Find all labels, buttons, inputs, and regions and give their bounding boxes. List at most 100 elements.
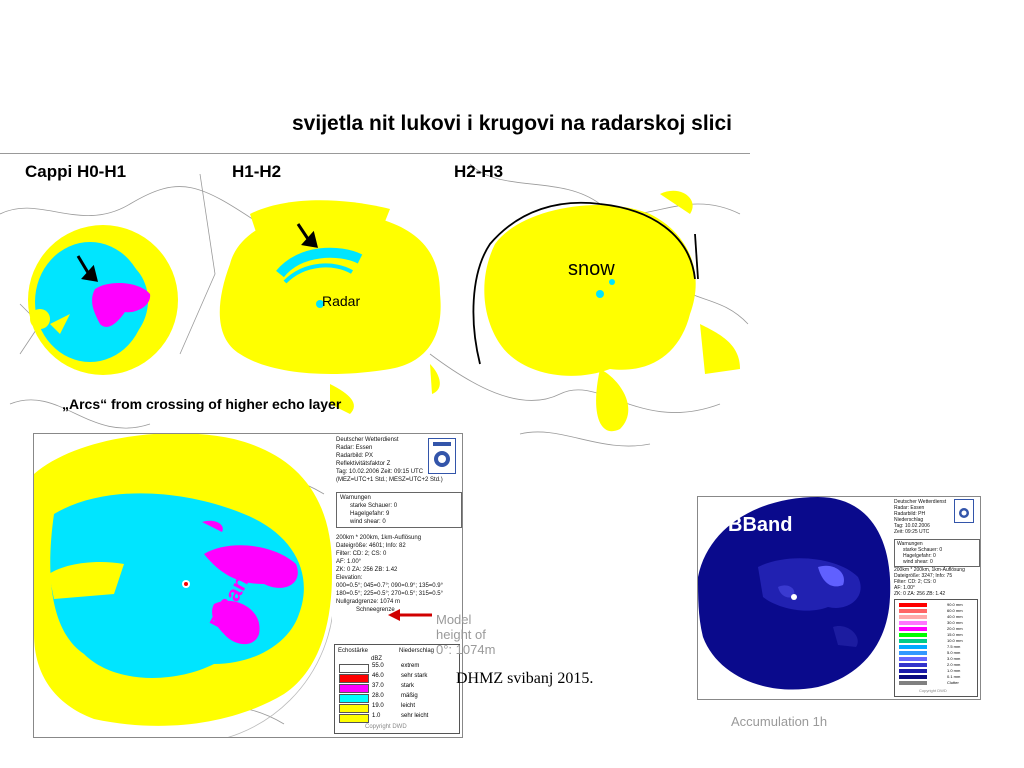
- footer-text: DHMZ svibanj 2015.: [456, 670, 594, 687]
- legend-row: 5.0 mm: [899, 650, 975, 656]
- param-line: AF: 1.00°: [894, 585, 915, 591]
- legend-swatch: [899, 627, 927, 631]
- legend-dbz: 46.0: [372, 673, 384, 679]
- param-line: ZK: 0 ZA: 256 ZB: 1.42: [894, 591, 946, 597]
- snow-label: snow: [568, 258, 615, 280]
- dwd-logo: [954, 499, 974, 523]
- legend-value: 15.0 mm: [947, 632, 963, 637]
- legend-swatch: [339, 674, 369, 683]
- legend-dbz: 19.0: [372, 703, 384, 709]
- legend-row: 55.0 extrem: [339, 663, 459, 673]
- accumulation-map: BBand: [698, 497, 891, 690]
- legend-value: 2.0 mm: [947, 662, 961, 667]
- legend-row: 46.0 sehr stark: [339, 673, 459, 683]
- legend-value: 0.1 mm: [947, 674, 961, 679]
- legend-name: stark: [401, 683, 415, 689]
- legend-dbz: 37.0: [372, 683, 384, 689]
- legend-row: 1.0 mm: [899, 668, 975, 674]
- warning-line: wind shear: 0: [903, 559, 933, 565]
- legend-value: 10.0 mm: [947, 638, 963, 643]
- copyright: Copyright DWD: [365, 724, 407, 730]
- info-line: Reflektivitätsfaktor Z: [336, 461, 391, 467]
- info-line: Deutscher Wetterdienst: [894, 499, 947, 505]
- legend-value: 3.0 mm: [947, 656, 961, 661]
- legend-name: mäßig: [401, 693, 418, 699]
- info-line: Zeit: 09:25 UTC: [894, 529, 930, 535]
- param-line: 000=0.5°; 045=0.7°; 090=0.9°; 135=0.9°: [336, 583, 444, 589]
- legend-row: 1.0 sehr leicht: [339, 713, 459, 723]
- legend-row: 90.0 mm: [899, 602, 975, 608]
- cappi-h0-h1-image: [28, 225, 178, 375]
- legend-swatch: [899, 645, 927, 649]
- legend-title: Echostärke: [338, 648, 369, 654]
- legend-row: Clutter: [899, 680, 975, 686]
- model-line: 0°: 1074m: [436, 642, 496, 657]
- legend-row: 40.0 mm: [899, 614, 975, 620]
- dwd-logo-icon: [433, 442, 451, 467]
- legend-swatch: [339, 704, 369, 713]
- legend-name: leicht: [401, 703, 416, 709]
- model-line: height of: [436, 627, 486, 642]
- legend-swatch: [899, 603, 927, 607]
- cappi-h2-h3-image: [472, 190, 740, 432]
- warning-line: starke Schauer: 0: [350, 503, 398, 509]
- caption-h2-h3: H2-H3: [454, 162, 504, 181]
- legend-row: 0.1 mm: [899, 674, 975, 680]
- cappi-panel: [0, 153, 750, 461]
- param-line: Dateigröße: 4601; Info: 82: [336, 543, 406, 549]
- legend-row: 19.0 leicht: [339, 703, 459, 713]
- info-line: Radar: Essen: [894, 505, 925, 511]
- legend-swatch: [899, 657, 927, 661]
- legend-swatch: [899, 651, 927, 655]
- legend-row: 28.0 mäßig: [339, 693, 459, 703]
- info-line: Radarbild: PH: [894, 511, 926, 517]
- param-line: 200km * 200km, 1km-Auflösung: [894, 567, 965, 573]
- legend-value: 5.0 mm: [947, 650, 961, 655]
- warnings-title: Warnungen: [897, 541, 923, 547]
- param-line: Nullgradgrenze: 1074 m: [336, 599, 401, 605]
- legend-value: 7.5 mm: [947, 644, 961, 649]
- legend-row: 7.5 mm: [899, 644, 975, 650]
- info-line: Tag: 10.02.2006: [894, 523, 930, 529]
- info-line: Deutscher Wetterdienst: [336, 437, 399, 443]
- info-line: Radarbild: PX: [336, 453, 374, 459]
- legend-name: sehr stark: [401, 673, 428, 679]
- caption-cappi-h0-h1: Cappi H0-H1: [25, 162, 127, 181]
- warning-line: wind shear: 0: [350, 519, 386, 525]
- copyright: Copyright DWD: [919, 688, 947, 693]
- product-info-box: Deutscher Wetterdienst Radar: Essen Rada…: [332, 434, 462, 734]
- legend-swatch: [899, 615, 927, 619]
- legend-value: 1.0 mm: [947, 668, 961, 673]
- page-title: svijetla nit lukovi i krugovi na radarsk…: [292, 112, 732, 135]
- info-line: (MEZ=UTC+1 Std.; MESZ=UTC+2 Std.): [336, 477, 443, 483]
- legend-dbz: 55.0: [372, 663, 384, 669]
- param-line: AF: 1.00°: [336, 559, 362, 565]
- legend-row: 60.0 mm: [899, 608, 975, 614]
- dwd-logo-icon: [959, 508, 969, 518]
- warning-line: starke Schauer: 0: [903, 547, 943, 553]
- red-arrow-icon: [388, 609, 432, 621]
- legend-dbz: 28.0: [372, 693, 384, 699]
- legend-swatch: [339, 684, 369, 693]
- legend-value: 20.0 mm: [947, 626, 963, 631]
- warning-line: Hagelgefahr: 0: [903, 553, 936, 559]
- legend-swatch: [899, 663, 927, 667]
- param-line: Elevation:: [336, 575, 363, 581]
- radar-label: Radar: [322, 293, 361, 309]
- legend-swatch: [339, 664, 369, 673]
- bband-label: BBand: [728, 514, 792, 536]
- param-line: Filter: CD: 2; CS: 0: [336, 551, 387, 557]
- legend-swatch: [899, 633, 927, 637]
- warning-line: Hagelgefahr: 9: [350, 511, 390, 517]
- legend-name: sehr leicht: [401, 713, 429, 719]
- param-line: Dateigröße: 3247; Info: 75: [894, 573, 953, 579]
- info-line: Tag: 10.02.2006 Zeit: 09:15 UTC: [336, 469, 424, 475]
- legend-row: 15.0 mm: [899, 632, 975, 638]
- legend-dbz: 1.0: [372, 713, 381, 719]
- legend-swatch: [339, 714, 369, 723]
- legend-swatch: [899, 681, 927, 685]
- caption-h1-h2: H1-H2: [232, 162, 282, 181]
- legend-swatch: [899, 609, 927, 613]
- legend-name: extrem: [401, 663, 420, 669]
- legend-value: 40.0 mm: [947, 614, 963, 619]
